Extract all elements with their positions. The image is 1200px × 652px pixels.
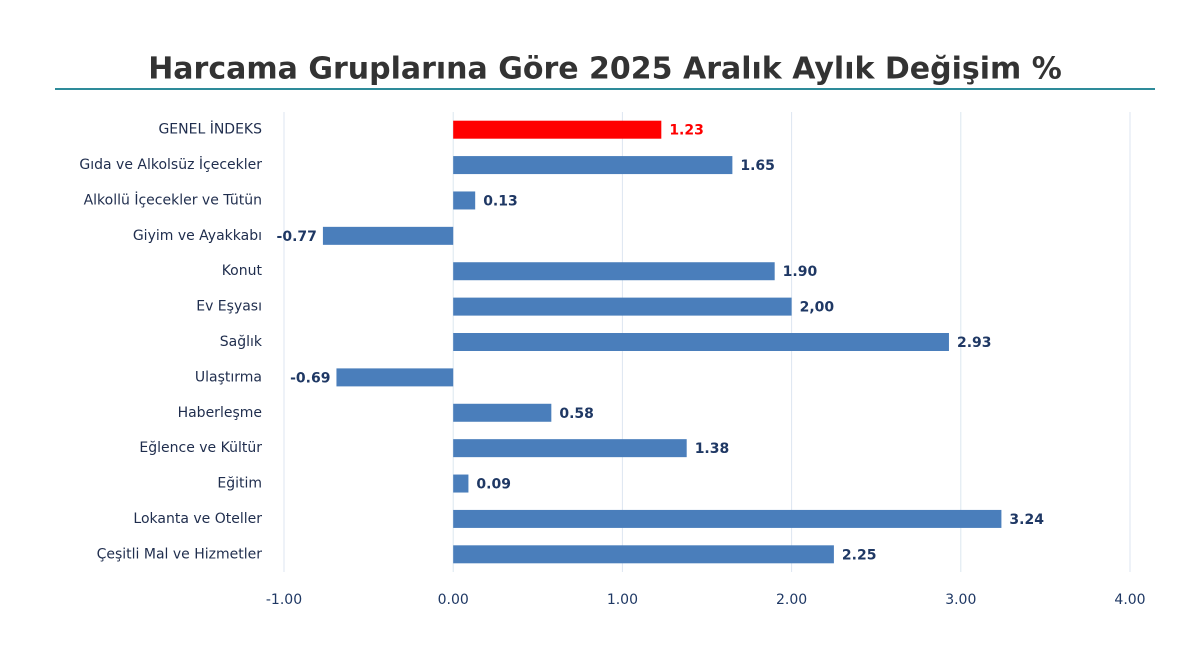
value-label: 0.13 [483,193,518,209]
bar [453,403,552,422]
value-label: 2.93 [957,335,992,351]
bar [453,509,1002,528]
value-label: 3.24 [1009,512,1044,528]
bar [453,545,834,564]
category-label: Ulaştırma [195,369,262,385]
chart-title: Harcama Gruplarına Göre 2025 Aralık Aylı… [148,52,1062,87]
category-label: Giyim ve Ayakkabı [133,228,262,244]
bar [453,474,469,493]
x-tick-label: 1.00 [607,592,638,608]
bar [453,120,662,139]
category-label: Gıda ve Alkolsüz İçecekler [79,155,262,173]
value-label: 0.09 [476,477,511,493]
bar [453,191,476,210]
value-label: 0.58 [559,406,594,422]
value-label: 1.38 [695,441,730,457]
x-tick-label: 0.00 [438,592,469,608]
category-label: Konut [222,263,263,279]
value-label: 1.90 [783,264,818,280]
bar [453,156,733,175]
bar [453,439,687,458]
x-tick-label: -1.00 [266,592,302,608]
value-label: 2.25 [842,547,877,563]
value-label: -0.69 [290,370,330,386]
bar [453,297,792,316]
category-label: Ev Eşyası [196,299,262,315]
value-label: 1.65 [740,158,775,174]
category-label: Alkollü İçecekler ve Tütün [84,190,262,208]
bar [322,226,454,245]
bar [453,262,775,281]
bar [453,333,949,351]
x-tick-label: 2.00 [776,592,807,608]
value-label: 2,00 [800,300,835,316]
category-label: Lokanta ve Oteller [133,511,262,527]
category-label: Eğitim [217,476,262,492]
category-label: Sağlık [220,334,263,350]
category-label: Eğlence ve Kültür [139,440,262,456]
x-tick-label: 4.00 [1114,592,1145,608]
value-label: 1.23 [669,123,704,139]
x-tick-label: 3.00 [945,592,976,608]
value-label: -0.77 [277,229,317,245]
category-label: Çeşitli Mal ve Hizmetler [97,546,263,562]
bar [336,368,454,387]
category-label: GENEL İNDEKS [158,120,262,138]
category-label: Haberleşme [178,405,262,421]
